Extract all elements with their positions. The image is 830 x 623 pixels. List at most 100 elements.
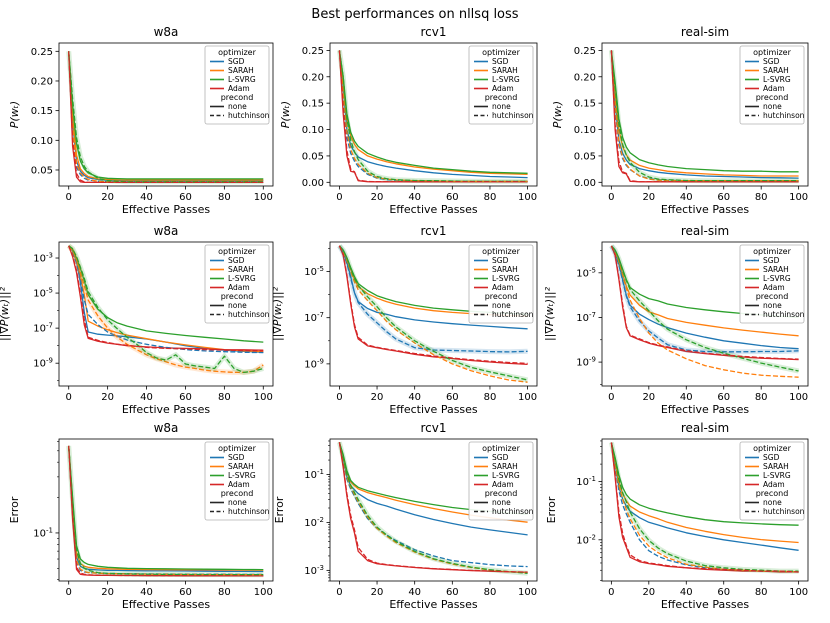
x-tick-label: 20 <box>371 587 384 598</box>
legend-entry-SARAH: SARAH <box>763 462 789 471</box>
legend-box <box>468 441 534 521</box>
legend-entry-Adam: Adam <box>228 283 250 292</box>
y-tick-label: 0.25 <box>302 46 324 57</box>
legend-entry-SGD: SGD <box>492 453 509 462</box>
subplot-w8a-error: w8a 0 20 40 60 80 100 Effective Passes 10-1 Error… <box>8 421 274 611</box>
x-tick-label: 20 <box>642 587 655 598</box>
y-axis-label: Error <box>8 496 21 523</box>
y-tick-label: 10-9 <box>576 356 596 369</box>
y-tick-label: 10-9 <box>33 357 53 370</box>
series-real-sim-loss-SGD-none <box>610 50 799 179</box>
x-tick-label: 80 <box>218 392 231 403</box>
legend-entry-SARAH: SARAH <box>228 265 254 274</box>
y-axis-label: Error <box>545 496 558 523</box>
legend-header-optimizer: optimizer <box>753 247 791 256</box>
series-w8a-gradnorm-SGD-hutchinson <box>68 245 264 354</box>
x-tick-label: 100 <box>789 587 808 598</box>
x-tick-label: 60 <box>717 587 730 598</box>
legend-entry-SGD: SGD <box>228 453 245 462</box>
x-tick-label: 60 <box>179 587 192 598</box>
x-tick-label: 100 <box>254 587 273 598</box>
legend-entry-SGD: SGD <box>763 256 780 265</box>
legend-entry-SARAH: SARAH <box>228 66 254 75</box>
x-tick-label: 40 <box>140 192 153 203</box>
y-tick-label: 0.05 <box>302 151 324 162</box>
y-tick-label: 10-3 <box>33 252 53 265</box>
y-tick-label: 10-7 <box>304 311 324 324</box>
legend-entry-L-SVRG: L-SVRG <box>763 75 791 84</box>
legend-header-optimizer: optimizer <box>482 247 520 256</box>
legend-entry-L-SVRG: L-SVRG <box>228 75 256 84</box>
legend-entry-L-SVRG: L-SVRG <box>228 274 256 283</box>
legend-header-precond: precond <box>485 93 518 102</box>
series-w8a-error-SGD-none <box>68 445 264 573</box>
legend-entry-hutchinson: hutchinson <box>763 310 805 319</box>
y-axis-label: ||∇P(wₜ)||² <box>543 286 556 341</box>
x-tick-label: 20 <box>101 392 114 403</box>
x-tick-label: 100 <box>789 392 808 403</box>
legend-box <box>204 244 270 324</box>
x-tick-label: 60 <box>446 587 459 598</box>
x-tick-label: 80 <box>755 587 768 598</box>
y-tick-label: 10-5 <box>304 265 324 278</box>
legend-entry-SGD: SGD <box>228 256 245 265</box>
x-tick-label: 0 <box>66 392 72 403</box>
subplot-title: rcv1 <box>420 421 446 435</box>
legend-entry-none: none <box>763 301 782 310</box>
x-tick-label: 0 <box>336 587 342 598</box>
axes-frame <box>329 42 538 187</box>
legend-header-precond: precond <box>221 93 254 102</box>
y-axis-label: P(wₜ) <box>8 101 21 128</box>
x-tick-label: 40 <box>680 392 693 403</box>
y-tick-label: 10-7 <box>576 311 596 324</box>
legend-header-precond: precond <box>485 489 518 498</box>
x-axis-label: Effective Passes <box>661 203 750 216</box>
subplot-w8a-loss: w8a 0 20 40 60 80 100 Effective Passes 0.05 0.10 0… <box>8 25 274 216</box>
x-axis-label: Effective Passes <box>389 203 478 216</box>
y-axis-label: Error <box>273 496 286 523</box>
x-tick-label: 80 <box>218 587 231 598</box>
y-tick-label: 0.25 <box>31 47 53 58</box>
series-w8a-loss-Adam-hutchinson <box>68 51 264 184</box>
legend-header-optimizer: optimizer <box>218 48 256 57</box>
legend-box <box>739 45 805 125</box>
x-tick-label: 40 <box>680 587 693 598</box>
axes-frame <box>329 438 538 582</box>
subplot-real-sim-loss: real-sim 0 20 40 60 80 100 Effective Passes 0.00… <box>551 25 809 216</box>
series-w8a-gradnorm-L-SVRG-hutchinson <box>68 245 264 374</box>
x-tick-label: 60 <box>717 392 730 403</box>
legend-entry-SARAH: SARAH <box>228 462 254 471</box>
legend-header-optimizer: optimizer <box>482 444 520 453</box>
series-real-sim-gradnorm-Adam-hutchinson <box>610 245 799 360</box>
y-tick-label: 0.15 <box>31 106 53 117</box>
legend-entry-L-SVRG: L-SVRG <box>492 274 520 283</box>
axes-frame <box>58 438 274 582</box>
legend-entry-Adam: Adam <box>763 283 785 292</box>
x-tick-label: 80 <box>755 392 768 403</box>
legend-entry-none: none <box>228 498 247 507</box>
y-tick-label: 0.05 <box>574 151 596 162</box>
x-tick-label: 100 <box>254 192 273 203</box>
legend-entry-none: none <box>228 102 247 111</box>
y-tick-label: 0.15 <box>574 99 596 110</box>
legend: optimizerSGDSARAHL-SVRGAdamprecondnonehu… <box>468 244 534 324</box>
legend-box <box>468 244 534 324</box>
x-tick-label: 20 <box>101 192 114 203</box>
series-w8a-error-L-SVRG-none <box>68 445 264 571</box>
axes-frame <box>329 241 538 387</box>
series-w8a-gradnorm-Adam-hutchinson <box>68 245 264 352</box>
axes-frame <box>601 42 809 187</box>
y-tick-label: 0.10 <box>302 125 324 136</box>
axes-frame <box>601 241 809 387</box>
y-tick-label: 0.20 <box>574 72 596 83</box>
series-w8a-error-SARAH-none <box>68 445 264 571</box>
x-tick-label: 40 <box>408 392 421 403</box>
legend-entry-Adam: Adam <box>763 480 785 489</box>
legend-entry-hutchinson: hutchinson <box>228 507 270 516</box>
subplot-title: rcv1 <box>420 224 446 238</box>
y-tick-label: 0.00 <box>302 178 324 189</box>
series-real-sim-error-SARAH-none <box>610 442 799 544</box>
legend-entry-hutchinson: hutchinson <box>228 111 270 120</box>
